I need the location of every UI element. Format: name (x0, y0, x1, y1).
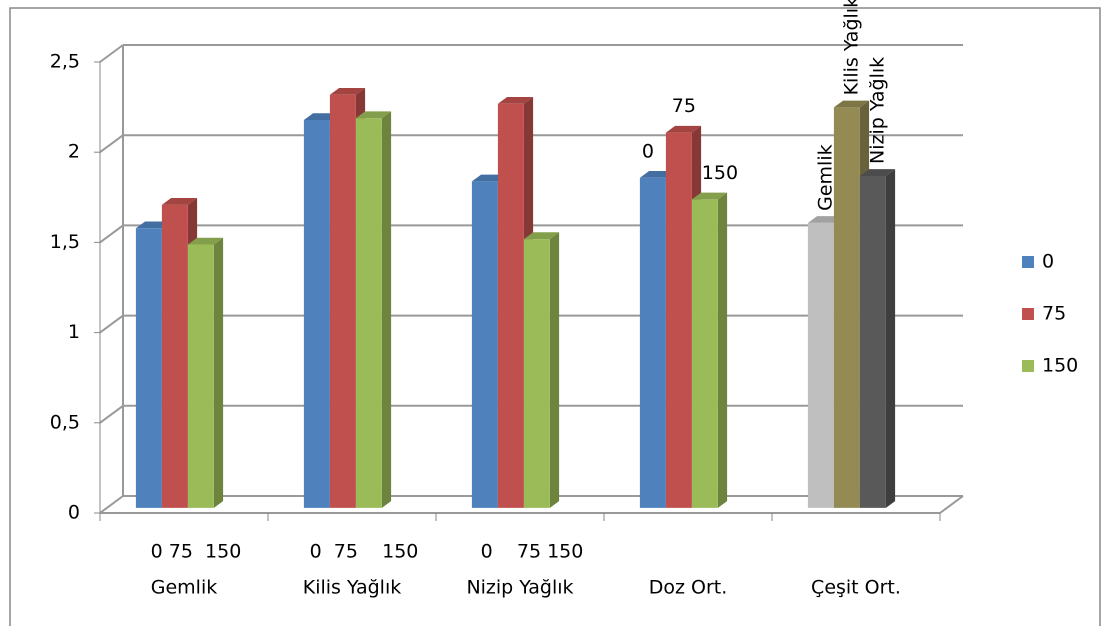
bar-side (381, 111, 392, 508)
bar-top (859, 169, 896, 176)
bar-top (329, 87, 366, 95)
bar-front (135, 228, 162, 508)
bar-side (213, 237, 224, 508)
y-tick-label: 0 (68, 502, 80, 524)
grid-line-side (99, 134, 124, 154)
legend-label: 75 (1042, 303, 1066, 325)
bar-top (187, 237, 224, 245)
data-label: Nizip Yağlık (866, 57, 888, 164)
grid-line-side (99, 495, 124, 514)
bar-front (665, 132, 692, 508)
bar (355, 111, 392, 508)
y-tick-label: 2 (68, 141, 80, 163)
x-tick-label: Doz Ort. (649, 577, 728, 599)
grid-line-side (99, 44, 124, 63)
legend-label: 0 (1042, 251, 1054, 273)
bar-front (355, 118, 382, 508)
data-label: 75 (672, 95, 696, 117)
bar (859, 169, 896, 508)
y-tick-label: 1 (68, 321, 80, 343)
bar-front (523, 239, 550, 508)
bar-top (161, 198, 198, 205)
bar-front (639, 177, 666, 508)
bar-side (549, 232, 560, 508)
grid-line-side (99, 224, 124, 244)
x-tick-label: Gemlik (151, 577, 217, 599)
bar-top (665, 125, 702, 133)
bar-front (161, 204, 188, 508)
legend-swatch (1022, 360, 1034, 372)
bar-front (303, 120, 330, 508)
x-tick-label: Kilis Yağlık (303, 577, 402, 599)
x-sub-label: 0 75 150 (151, 541, 242, 563)
bar-side (885, 169, 896, 508)
x-sub-label: 0 75 150 (310, 541, 419, 563)
y-tick-label: 2,5 (50, 51, 80, 73)
legend-label: 150 (1042, 355, 1078, 377)
data-label: 150 (702, 162, 738, 184)
x-tick-label: Nizip Yağlık (466, 577, 573, 599)
x-sub-label: 0 75 150 (481, 541, 584, 563)
bar-front (329, 94, 356, 508)
bar-top (833, 100, 870, 108)
bar-top (691, 192, 728, 200)
bar-front (187, 244, 214, 508)
bar (523, 232, 560, 508)
bar-front (691, 199, 718, 508)
bar-front (807, 222, 834, 508)
bar-front (471, 181, 498, 508)
bar-top (355, 111, 392, 119)
bar-side (717, 192, 728, 508)
bar-top (523, 232, 560, 240)
y-tick-label: 0,5 (50, 411, 80, 433)
data-label: Kilis Yağlık (840, 0, 862, 95)
grid-line-side (99, 314, 124, 334)
legend-swatch (1022, 308, 1034, 320)
data-label: 0 (642, 140, 654, 162)
data-label: Gemlik (814, 144, 836, 210)
bar (187, 237, 224, 508)
bar-front (859, 175, 886, 508)
chart-frame (9, 7, 1101, 626)
x-tick-label: Çeşit Ort. (811, 577, 901, 599)
bar-front (497, 103, 524, 508)
bar-front (833, 107, 860, 508)
legend-swatch (1022, 256, 1034, 268)
grid-line-side (99, 404, 124, 424)
bar-top (497, 97, 534, 104)
y-tick-label: 1,5 (50, 231, 80, 253)
bar (691, 192, 728, 508)
